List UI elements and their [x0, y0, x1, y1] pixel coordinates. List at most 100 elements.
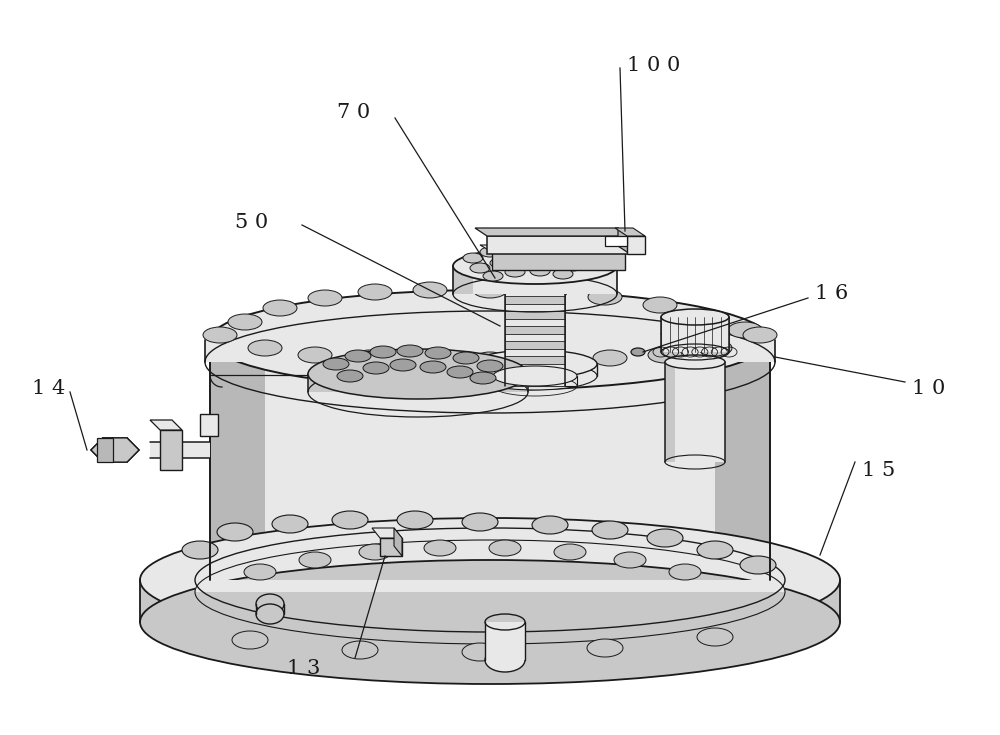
- Text: 1 6: 1 6: [815, 284, 848, 303]
- Ellipse shape: [554, 544, 586, 560]
- Polygon shape: [505, 266, 565, 273]
- Polygon shape: [385, 370, 407, 388]
- Polygon shape: [210, 340, 770, 580]
- Text: 1 0 0: 1 0 0: [627, 56, 680, 74]
- Ellipse shape: [363, 362, 389, 374]
- Ellipse shape: [462, 513, 498, 531]
- Ellipse shape: [540, 257, 560, 267]
- Polygon shape: [308, 374, 528, 392]
- Polygon shape: [505, 334, 565, 341]
- Ellipse shape: [337, 370, 363, 382]
- Ellipse shape: [413, 282, 447, 298]
- Ellipse shape: [140, 560, 840, 684]
- Polygon shape: [665, 362, 675, 462]
- Ellipse shape: [473, 352, 507, 368]
- Polygon shape: [97, 438, 113, 462]
- Polygon shape: [505, 379, 565, 386]
- Polygon shape: [413, 375, 435, 393]
- Ellipse shape: [587, 639, 623, 657]
- Ellipse shape: [697, 628, 733, 646]
- Polygon shape: [150, 420, 182, 430]
- Ellipse shape: [480, 247, 500, 257]
- Ellipse shape: [500, 245, 520, 255]
- Ellipse shape: [323, 358, 349, 370]
- Ellipse shape: [513, 256, 533, 266]
- Polygon shape: [505, 326, 565, 334]
- Polygon shape: [493, 376, 577, 386]
- Ellipse shape: [248, 340, 282, 356]
- Ellipse shape: [332, 511, 368, 529]
- Ellipse shape: [244, 564, 276, 580]
- Ellipse shape: [308, 290, 342, 306]
- Ellipse shape: [473, 362, 597, 390]
- Ellipse shape: [308, 349, 528, 399]
- Polygon shape: [453, 266, 473, 294]
- Ellipse shape: [550, 246, 570, 256]
- Polygon shape: [505, 289, 565, 296]
- Ellipse shape: [697, 541, 733, 559]
- Ellipse shape: [525, 244, 545, 254]
- Polygon shape: [160, 430, 182, 470]
- Ellipse shape: [505, 267, 525, 277]
- Polygon shape: [505, 296, 565, 304]
- Ellipse shape: [397, 511, 433, 529]
- Ellipse shape: [470, 372, 496, 384]
- Ellipse shape: [490, 258, 510, 268]
- Ellipse shape: [463, 253, 483, 263]
- Text: 1 0: 1 0: [912, 379, 945, 398]
- Polygon shape: [505, 318, 565, 326]
- Ellipse shape: [210, 290, 770, 390]
- Ellipse shape: [425, 347, 451, 359]
- Ellipse shape: [489, 540, 521, 556]
- Ellipse shape: [483, 271, 503, 281]
- Polygon shape: [492, 252, 625, 270]
- Polygon shape: [485, 622, 525, 660]
- Ellipse shape: [593, 350, 627, 366]
- Ellipse shape: [669, 564, 701, 580]
- Ellipse shape: [358, 284, 392, 300]
- Ellipse shape: [743, 327, 777, 343]
- Polygon shape: [205, 340, 775, 362]
- Polygon shape: [200, 414, 218, 436]
- Polygon shape: [372, 528, 402, 538]
- Ellipse shape: [342, 641, 378, 659]
- Ellipse shape: [203, 327, 237, 343]
- Polygon shape: [505, 371, 565, 379]
- Polygon shape: [605, 236, 627, 246]
- Ellipse shape: [530, 266, 550, 276]
- Polygon shape: [665, 362, 725, 462]
- Polygon shape: [480, 245, 625, 252]
- Text: 1 3: 1 3: [287, 659, 320, 678]
- Ellipse shape: [533, 352, 567, 368]
- Polygon shape: [399, 360, 407, 388]
- Ellipse shape: [647, 529, 683, 547]
- Polygon shape: [91, 438, 139, 462]
- Ellipse shape: [256, 594, 284, 614]
- Ellipse shape: [453, 248, 617, 284]
- Ellipse shape: [470, 263, 490, 273]
- Ellipse shape: [232, 631, 268, 649]
- Ellipse shape: [462, 643, 498, 661]
- Ellipse shape: [345, 350, 371, 362]
- Ellipse shape: [413, 352, 447, 368]
- Ellipse shape: [447, 366, 473, 378]
- Text: 1 5: 1 5: [862, 461, 895, 479]
- Ellipse shape: [272, 515, 308, 533]
- Ellipse shape: [182, 541, 218, 559]
- Text: 5 0: 5 0: [235, 212, 268, 232]
- Polygon shape: [661, 319, 729, 348]
- Ellipse shape: [370, 346, 396, 358]
- Ellipse shape: [298, 347, 332, 363]
- Ellipse shape: [256, 604, 284, 624]
- Polygon shape: [487, 236, 630, 254]
- Ellipse shape: [532, 516, 568, 534]
- Ellipse shape: [353, 350, 387, 366]
- Polygon shape: [427, 365, 435, 393]
- Polygon shape: [380, 538, 402, 556]
- Polygon shape: [715, 340, 770, 580]
- Ellipse shape: [140, 518, 840, 642]
- Polygon shape: [210, 340, 265, 580]
- Ellipse shape: [493, 366, 577, 386]
- Ellipse shape: [397, 345, 423, 357]
- Ellipse shape: [485, 648, 525, 672]
